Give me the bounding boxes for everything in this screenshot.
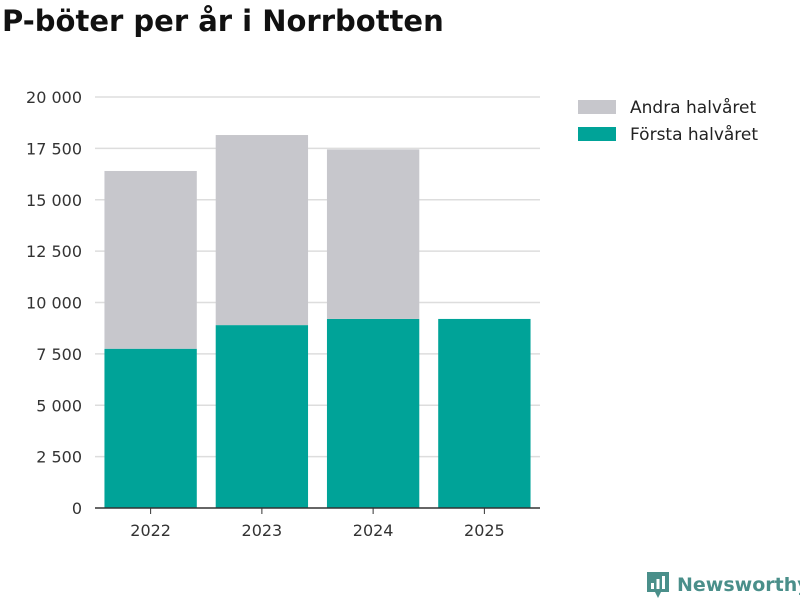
y-tick-label: 0	[72, 499, 82, 518]
y-tick-label: 2 500	[36, 448, 82, 467]
x-tick-label: 2023	[242, 521, 283, 540]
newsworthy-logo-icon	[647, 572, 669, 598]
axes: 0 2 500 5 000 7 500 10 000 12 500 15 000 17 500…	[26, 88, 540, 540]
y-tick-label: 10 000	[26, 294, 82, 313]
bar-andra-2024	[326, 149, 420, 319]
y-tick-label: 20 000	[26, 88, 82, 107]
y-tick-label: 5 000	[36, 396, 82, 415]
bars	[104, 135, 531, 508]
legend-swatch	[578, 127, 616, 141]
bar-andra-2022	[104, 170, 197, 349]
x-tick-label: 2025	[464, 521, 505, 540]
bar-andra-2023	[215, 135, 309, 326]
bar-forsta-2024	[326, 318, 420, 508]
legend-swatch	[578, 100, 616, 114]
y-tick-label: 7 500	[36, 345, 82, 364]
bar-forsta-2022	[104, 348, 197, 508]
legend: Andra halvåret Första halvåret	[578, 97, 758, 145]
y-tick-label: 15 000	[26, 191, 82, 210]
x-tick-label: 2022	[130, 521, 171, 540]
brand-name: Newsworthy	[677, 574, 800, 596]
bar-forsta-2025	[438, 318, 531, 508]
legend-label: Första halvåret	[630, 124, 758, 145]
brand-logo: Newsworthy	[645, 570, 800, 600]
y-tick-label: 12 500	[26, 242, 82, 261]
y-tick-label: 17 500	[26, 139, 82, 158]
x-tick-label: 2024	[353, 521, 394, 540]
chart-title: P-böter per år i Norrbotten	[2, 4, 444, 38]
legend-label: Andra halvåret	[630, 97, 756, 118]
bar-forsta-2023	[215, 325, 309, 508]
